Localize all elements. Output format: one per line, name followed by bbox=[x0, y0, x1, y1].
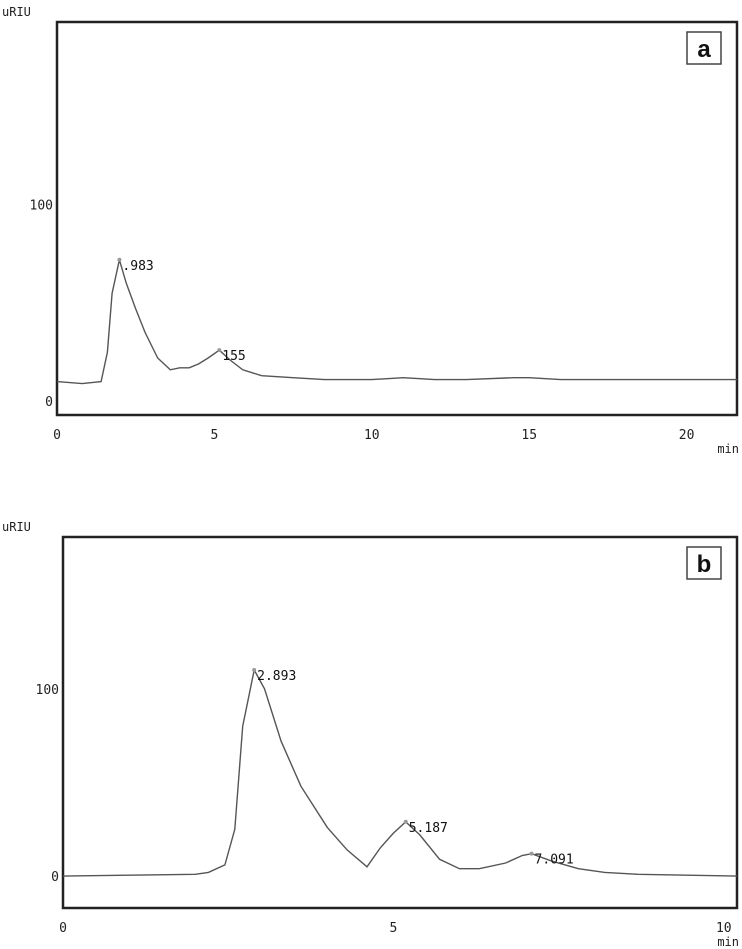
peak-retention-label: .983 bbox=[122, 259, 153, 274]
panel-label-box bbox=[686, 546, 722, 580]
peak-marker bbox=[403, 819, 408, 824]
peak-marker bbox=[217, 348, 222, 353]
peak-marker bbox=[117, 257, 122, 262]
y-tick-label: 0 bbox=[51, 870, 59, 885]
peak-retention-label: 155 bbox=[222, 349, 245, 364]
chromatogram-trace bbox=[56, 259, 737, 385]
x-tick-label: 0 bbox=[53, 428, 61, 443]
y-tick-label: 100 bbox=[30, 199, 53, 214]
peak-retention-label: 2.893 bbox=[257, 669, 296, 684]
x-tick-label: 15 bbox=[521, 428, 537, 443]
y-axis-label: uRIU bbox=[2, 5, 31, 19]
y-axis-label: uRIU bbox=[2, 520, 31, 534]
x-axis-label: min bbox=[717, 935, 739, 949]
panel-label: a bbox=[697, 36, 711, 63]
peak-retention-label: 7.091 bbox=[535, 853, 574, 868]
y-tick-label: 100 bbox=[36, 683, 59, 698]
chromatogram-trace bbox=[62, 667, 738, 877]
panel-label: b bbox=[697, 551, 712, 578]
x-tick-label: 10 bbox=[364, 428, 380, 443]
peak-marker bbox=[252, 668, 257, 673]
peak-marker bbox=[529, 851, 534, 856]
plot-frame bbox=[61, 535, 739, 910]
y-tick-label: 0 bbox=[45, 395, 53, 410]
x-tick-label: 5 bbox=[389, 921, 397, 936]
chart-panel-a: uRIU min 0 5 10 15 20 0 100 a .983 155 bbox=[2, 5, 739, 456]
peak-retention-label: 5.187 bbox=[409, 821, 448, 836]
x-tick-label: 20 bbox=[679, 428, 695, 443]
panel-label-box bbox=[686, 31, 722, 65]
x-tick-label: 0 bbox=[59, 921, 67, 936]
x-tick-label: 10 bbox=[716, 921, 732, 936]
plot-frame bbox=[55, 20, 739, 417]
x-axis-label: min bbox=[717, 442, 739, 456]
x-tick-label: 5 bbox=[210, 428, 218, 443]
